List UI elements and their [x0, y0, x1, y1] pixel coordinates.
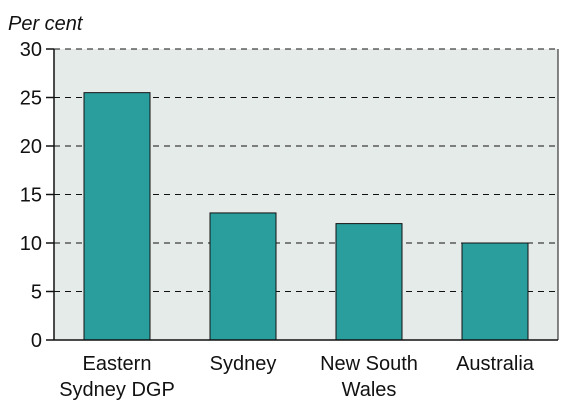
y-axis-unit-label: Per cent: [8, 13, 84, 35]
category-label-2-line-1: Wales: [342, 379, 397, 401]
y-tick-label-2: 10: [20, 233, 42, 255]
bars: [83, 92, 529, 341]
category-label-2-line-0: New South: [320, 353, 418, 375]
y-tick-label-5: 25: [20, 88, 42, 110]
axes: [46, 48, 559, 341]
bar-3: [461, 242, 529, 341]
y-tick-label-6: 30: [20, 39, 42, 61]
category-label-0-line-0: Eastern: [83, 353, 152, 375]
y-tick-label-3: 15: [20, 185, 42, 207]
bar-2: [335, 223, 403, 341]
y-tick-label-1: 5: [31, 282, 42, 304]
bar-0: [83, 92, 151, 341]
bar-1: [209, 212, 277, 341]
category-label-3-line-0: Australia: [456, 353, 535, 375]
category-label-1-line-0: Sydney: [210, 353, 277, 375]
y-tick-label-4: 20: [20, 136, 42, 158]
y-tick-label-0: 0: [31, 330, 42, 352]
category-label-0-line-1: Sydney DGP: [59, 379, 175, 401]
y-tick-labels: 0 5 10 15 20 25 30: [20, 39, 42, 352]
category-labels: Eastern Sydney DGP Sydney New South Wales Aus…: [59, 353, 535, 401]
